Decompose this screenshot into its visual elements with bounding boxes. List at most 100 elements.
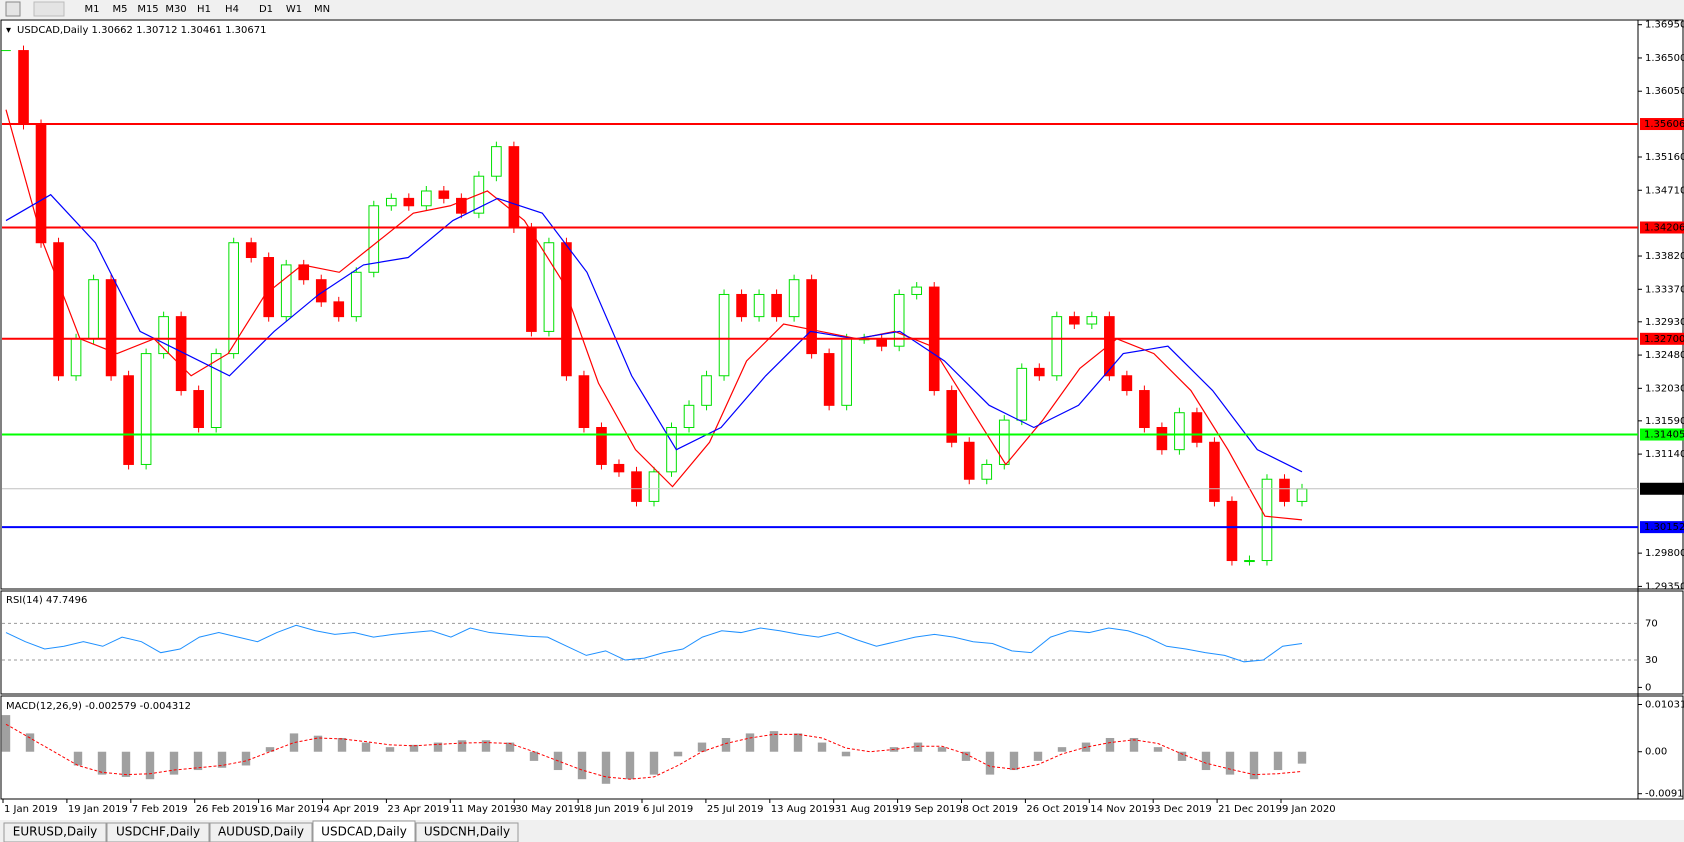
macd-bar [577, 751, 587, 780]
timeframe-button[interactable]: M15 [137, 4, 158, 15]
macd-bar [697, 742, 707, 752]
chart-tab[interactable] [209, 822, 313, 842]
macd-bar [529, 751, 539, 761]
candle [963, 441, 975, 480]
macd-bar [193, 751, 203, 771]
date-label: 16 Mar 2019 [260, 804, 323, 815]
timeframe-button[interactable]: H1 [197, 4, 211, 15]
timeframe-button[interactable]: M5 [113, 4, 128, 15]
macd-bar [721, 737, 731, 752]
price-level-box [1640, 428, 1684, 441]
rsi-tick-label: 30 [1645, 655, 1658, 666]
timeframe-button[interactable]: D1 [259, 4, 273, 15]
candle [1086, 316, 1098, 325]
rsi-line [5, 624, 1303, 663]
date-label: 3 Dec 2019 [1154, 804, 1212, 815]
macd-bar [961, 751, 971, 761]
candle [263, 257, 275, 318]
candle [578, 375, 590, 428]
candle [1244, 560, 1255, 563]
macd-bar [769, 731, 779, 752]
timeframe-button[interactable]: MN [314, 4, 330, 15]
candle [1069, 316, 1080, 325]
price-level-box [1640, 118, 1684, 131]
macd-bar [985, 751, 995, 775]
macd-bar [937, 747, 947, 752]
date-label: 7 Feb 2019 [132, 804, 188, 815]
macd-bar [361, 742, 371, 752]
chart-tab-label[interactable]: USDCAD,Daily [321, 825, 407, 839]
chart-tab[interactable] [415, 822, 519, 842]
price-level-box [1640, 221, 1684, 234]
candle [1296, 488, 1308, 502]
price-tick-label: 1.33820 [1645, 251, 1684, 262]
candle [438, 190, 450, 199]
macd-bar [1009, 751, 1019, 771]
candle [280, 264, 292, 318]
chart-tab[interactable] [3, 822, 107, 842]
candle [753, 293, 765, 318]
macd-bar [1297, 751, 1307, 764]
price-level-label: 1.35606 [1644, 119, 1684, 130]
macd-bar [601, 751, 611, 784]
macd-bar [265, 747, 275, 752]
tool-icon[interactable] [33, 1, 65, 17]
candle [508, 146, 520, 229]
candle [245, 242, 257, 259]
candle [911, 286, 923, 295]
date-label: 4 Apr 2019 [324, 804, 379, 815]
macd-bar [745, 733, 755, 752]
macd-bar [673, 751, 683, 757]
candle [561, 242, 572, 377]
timeframe-button[interactable]: M1 [85, 4, 100, 15]
candle [158, 316, 169, 355]
macd-bar [1177, 751, 1187, 761]
chart-tab-label[interactable]: EURUSD,Daily [13, 825, 98, 839]
macd-bar [793, 733, 803, 752]
timeframe-button[interactable]: M30 [165, 4, 186, 15]
candle [1261, 478, 1273, 562]
macd-bar [841, 751, 851, 757]
candle [385, 197, 397, 207]
macd-bar [385, 747, 395, 752]
candle [70, 338, 82, 377]
candle [1156, 426, 1168, 451]
candle [123, 375, 134, 465]
candle [946, 390, 958, 443]
price-tick-label: 1.32030 [1645, 383, 1684, 394]
candle [1279, 478, 1290, 502]
price-level-box [1640, 521, 1684, 534]
macd-bar [289, 733, 299, 752]
candle [403, 197, 415, 207]
macd-tick-label: 0.010314 [1645, 700, 1684, 711]
candle [1033, 367, 1045, 377]
price-tick-label: 1.31590 [1645, 416, 1684, 427]
macd-bar [121, 751, 131, 777]
date-label: 13 Aug 2019 [771, 804, 835, 815]
chart-tab-label[interactable]: USDCHF,Daily [116, 825, 200, 839]
candle [998, 419, 1010, 465]
price-level-label: 1.30671 [1644, 484, 1684, 495]
candle [648, 471, 660, 502]
macd-tick-label: 0.00 [1645, 747, 1667, 758]
macd-bar [73, 751, 83, 766]
candle [613, 463, 625, 473]
date-label: 26 Feb 2019 [196, 804, 258, 815]
candle [771, 293, 782, 318]
candle [736, 293, 747, 318]
price-tick-label: 1.31140 [1645, 449, 1684, 460]
chart-tab[interactable] [312, 820, 416, 842]
chart-tab[interactable] [106, 822, 210, 842]
rsi-header: RSI(14) 47.7496 [6, 595, 87, 606]
macd-bar [409, 744, 419, 752]
chart-tab-label[interactable]: AUDUSD,Daily [218, 825, 304, 839]
timeframe-button[interactable]: W1 [286, 4, 302, 15]
moving-average [5, 193, 1303, 473]
candle [350, 271, 362, 318]
macd-bar [25, 733, 35, 752]
candle [981, 463, 993, 480]
macd-bar [1153, 747, 1163, 752]
chart-tab-label[interactable]: USDCNH,Daily [424, 825, 510, 839]
tool-icon[interactable] [5, 1, 21, 17]
timeframe-button[interactable]: H4 [225, 4, 239, 15]
